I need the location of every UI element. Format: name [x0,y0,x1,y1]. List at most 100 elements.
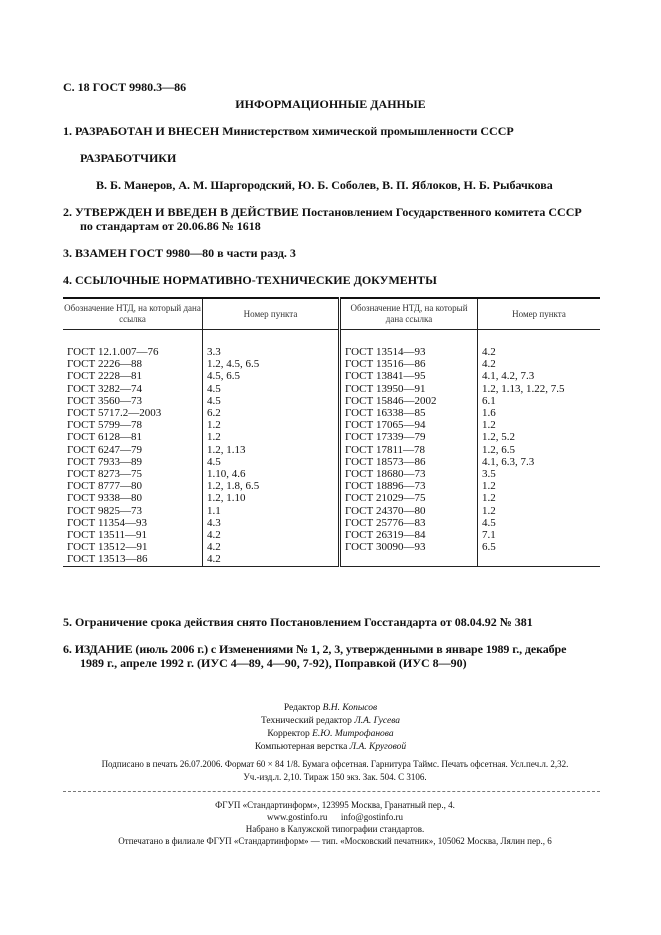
ntd-designation: ГОСТ 17339—79 [338,431,478,444]
clause-number: 1.6 [477,407,600,420]
section-6: 6. ИЗДАНИЕ (июль 2006 г.) с Изменениями … [63,642,567,656]
ntd-designation: ГОСТ 8273—75 [67,468,142,481]
print-info-line-2: Уч.-изд.л. 2,10. Тираж 150 экз. Зак. 504… [243,772,427,782]
clause-number: 1.2, 1.13 [202,443,340,456]
ntd-designation: ГОСТ 3560—73 [67,394,142,407]
ntd-designation: ГОСТ 24370—80 [338,504,478,517]
section-3: 3. ВЗАМЕН ГОСТ 9980—80 в части разд. 3 [63,246,296,260]
ntd-designation: ГОСТ 9338—80 [67,492,142,505]
ntd-designation: ГОСТ 6247—79 [67,443,142,456]
print-info-line-1: Подписано в печать 26.07.2006. Формат 60… [101,759,569,769]
clause-number: 6.1 [477,394,600,408]
ntd-designation: ГОСТ 13841—95 [338,370,478,383]
ntd-designation: ГОСТ 13514—93 [338,329,478,359]
col-header-clause: Номер пункта [202,298,340,330]
ntd-designation: ГОСТ 8777—80 [67,480,142,493]
ntd-designation: ГОСТ 2226—88 [67,358,142,371]
ntd-designation: ГОСТ 5717.2—2003 [67,407,162,420]
clause-number: 4.1, 6.3, 7.3 [477,455,600,469]
table-row: ГОСТ 9338—80 1.2, 1.10 ГОСТ 21029—75 1.2 [63,492,600,505]
table-row: ГОСТ 8777—80 1.2, 1.8, 6.5 ГОСТ 18896—73 1.… [63,480,600,493]
publisher-footer: ФГУП «Стандартинформ», 123995 Москва, Гр… [55,799,615,847]
ntd-designation: ГОСТ 30090—93 [338,541,478,554]
footer-typeset: Набрано в Калужской типографии стандарто… [245,824,425,834]
clause-number: 1.2 [477,480,600,493]
section-2: 2. УТВЕРЖДЕН И ВВЕДЕН В ДЕЙСТВИЕ Постано… [63,205,582,219]
clause-number: 4.2 [477,358,600,371]
clause-number: 3.5 [477,468,600,481]
clause-number: 4.1, 4.2, 7.3 [477,370,600,383]
col-header-clause-2: Номер пункта [477,298,600,330]
clause-number: 6.2 [202,407,340,420]
clause-number [477,553,600,567]
credit-tech-editor: Технический редактор Л.А. Гусева [260,716,401,726]
clause-number: 4.5 [202,394,340,408]
table-row: ГОСТ 13512—91 4.2 ГОСТ 30090—93 6.5 [63,541,600,554]
ntd-designation [338,553,478,567]
table-row: ГОСТ 13513—86 4.2 [63,553,600,567]
table-row: ГОСТ 2228—81 4.5, 6.5 ГОСТ 13841—95 4.1, 4.… [63,370,600,383]
clause-number: 1.2 [477,504,600,517]
footer-links: www.gostinfo.ru info@gostinfo.ru [267,812,403,822]
clause-number: 3.3 [202,329,340,359]
page-header: С. 18 ГОСТ 9980.3—86 [63,80,187,94]
ntd-designation: ГОСТ 18680—73 [338,468,478,481]
clause-number: 4.3 [202,516,340,530]
clause-number: 1.2 [477,492,600,505]
section-2-cont: по стандартам от 20.06.86 № 1618 [80,219,261,233]
clause-number: 1.2, 4.5, 6.5 [202,358,340,371]
credit-corrector: Корректор Е.Ю. Митрофанова [267,729,394,739]
clause-number: 4.5, 6.5 [202,370,340,383]
ntd-designation: ГОСТ 13512—91 [67,541,148,554]
ntd-designation: ГОСТ 13516—86 [338,358,478,371]
table-row: ГОСТ 2226—88 1.2, 4.5, 6.5 ГОСТ 13516—86 4.… [63,358,600,371]
ntd-designation: ГОСТ 7933—89 [67,455,142,468]
clause-number: 4.5 [202,455,340,469]
clause-number: 7.1 [477,529,600,542]
clause-number: 1.2 [202,419,340,432]
print-info: Подписано в печать 26.07.2006. Формат 60… [55,758,615,784]
ntd-designation: ГОСТ 9825—73 [67,504,142,517]
footer-address: ФГУП «Стандартинформ», 123995 Москва, Гр… [215,800,455,810]
section-title: ИНФОРМАЦИОННЫЕ ДАННЫЕ [235,97,426,111]
clause-number: 1.1 [202,504,340,517]
table-row: ГОСТ 6128—81 1.2 ГОСТ 17339—79 1.2, 5.2 [63,431,600,444]
ntd-designation: ГОСТ 15846—2002 [338,394,478,408]
section-1: 1. РАЗРАБОТАН И ВНЕСЕН Министерством хим… [63,124,514,138]
table-row: ГОСТ 6247—79 1.2, 1.13 ГОСТ 17811—78 1.2, 6… [63,443,600,456]
clause-number: 4.5 [202,382,340,395]
ntd-designation: ГОСТ 17065—94 [338,419,478,432]
clause-number: 1.2, 6.5 [477,443,600,456]
ntd-designation: ГОСТ 13513—86 [67,553,148,566]
ntd-designation: ГОСТ 5799—78 [67,419,142,432]
clause-number: 1.2 [202,431,340,444]
table-row: ГОСТ 13511—91 4.2 ГОСТ 26319—84 7.1 [63,529,600,542]
ntd-designation: ГОСТ 26319—84 [338,529,478,542]
table-row: ГОСТ 8273—75 1.10, 4.6 ГОСТ 18680—73 3.5 [63,468,600,481]
developers-heading: РАЗРАБОТЧИКИ [80,151,177,165]
clause-number: 1.2, 1.13, 1.22, 7.5 [477,382,600,395]
clause-number: 4.2 [202,553,340,567]
divider [63,791,600,792]
table-row: ГОСТ 9825—73 1.1 ГОСТ 24370—80 1.2 [63,504,600,517]
section-5: 5. Ограничение срока действия снято Пост… [63,615,533,629]
footer-printed: Отпечатано в филиале ФГУП «Стандартинфор… [118,836,552,846]
ntd-designation: ГОСТ 18573—86 [338,455,478,469]
col-header-ntd-2: Обозначение НТД, на который дана ссылка [338,298,478,330]
section-4: 4. ССЫЛОЧНЫЕ НОРМАТИВНО-ТЕХНИЧЕСКИЕ ДОКУ… [63,273,437,287]
ntd-designation: ГОСТ 13950—91 [338,382,478,395]
clause-number: 4.5 [477,516,600,530]
clause-number: 6.5 [477,541,600,554]
table-row: ГОСТ 3282—74 4.5 ГОСТ 13950—91 1.2, 1.13, 1… [63,382,600,395]
clause-number: 4.2 [202,529,340,542]
ntd-designation: ГОСТ 17811—78 [338,443,478,456]
ntd-designation: ГОСТ 6128—81 [67,431,142,444]
ntd-designation: ГОСТ 12.1.007—76 [67,346,159,358]
clause-number: 1.2, 1.8, 6.5 [202,480,340,493]
ntd-designation: ГОСТ 3282—74 [67,382,142,395]
ntd-designation: ГОСТ 13511—91 [67,529,148,542]
clause-number: 1.2, 1.10 [202,492,340,505]
clause-number: 4.2 [202,541,340,554]
clause-number: 4.2 [477,329,600,359]
